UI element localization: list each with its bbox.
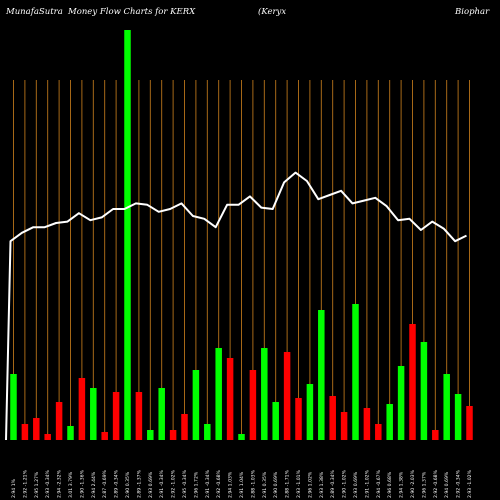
- x-tick-label: 2.90 0.35%: [125, 471, 131, 498]
- price-line: [5, 171, 467, 441]
- money-flow-bar: [295, 398, 302, 440]
- x-tick-label: 3.01 3.79%: [68, 471, 74, 498]
- money-flow-bar: [226, 358, 234, 440]
- x-tick-label: 2.92 -1.21%: [22, 469, 28, 498]
- money-flow-bar: [443, 374, 450, 440]
- x-tick-label: 2.93 0.69%: [353, 471, 359, 498]
- x-tick-label: 2.92 -1.02%: [171, 469, 177, 498]
- money-flow-bar: [192, 370, 200, 440]
- money-flow-bar: [283, 352, 291, 440]
- x-tick-label: 2.94 2.44%: [91, 471, 97, 498]
- x-tick-label: 2.93 -0.34%: [45, 469, 51, 498]
- x-tick-label: 2.92 -0.68%: [216, 469, 222, 498]
- money-flow-bar: [329, 396, 336, 440]
- x-tick-label: 2.94 1.38%: [399, 471, 405, 498]
- money-flow-bar: [363, 408, 371, 440]
- x-tick-label: 2.94 1.03%: [228, 471, 234, 498]
- money-flow-bar: [454, 394, 462, 440]
- x-tick-label: 2.93 -1.02%: [467, 469, 473, 498]
- money-flow-bar: [78, 378, 86, 440]
- money-flow-bar: [306, 384, 314, 440]
- money-flow-bar: [124, 30, 131, 440]
- money-flow-bar: [135, 392, 143, 440]
- x-tick-label: 2.94 1%: [11, 478, 17, 498]
- x-tick-label: 2.89 -0.34%: [330, 469, 336, 498]
- price-line-layer: [5, 171, 467, 441]
- money-flow-bar: [272, 402, 279, 440]
- money-flow-bar: [147, 430, 154, 440]
- money-flow-bar: [215, 348, 222, 440]
- x-tick-label: 2.89 -1.37%: [136, 469, 142, 498]
- x-tick-label: 2.88 -1.03%: [250, 469, 256, 498]
- x-tick-label: 2.88 -1.71%: [285, 469, 291, 498]
- money-flow-bar: [169, 430, 177, 440]
- chart-title-company: (Keryx: [258, 6, 286, 17]
- x-tick-label: 2.90 0.69%: [273, 471, 279, 498]
- money-flow-bar: [204, 424, 211, 440]
- money-flow-bar: [158, 388, 165, 440]
- x-tick-label: 2.90 -2.03%: [410, 469, 416, 498]
- x-tick-label: 2.93 -1.01%: [296, 469, 302, 498]
- x-tick-label: 2.93 0.69%: [148, 471, 154, 498]
- money-flow-bar: [420, 342, 428, 440]
- money-flow-bar: [112, 392, 120, 440]
- money-flow-bar: [181, 414, 188, 440]
- x-tick-label: 2.96 1.37%: [421, 471, 427, 498]
- money-flow-bar: [101, 432, 108, 440]
- x-tick-label: 2.92 -0.68%: [433, 469, 439, 498]
- x-tick-label: 2.96 1.02%: [307, 471, 313, 498]
- x-tick-label: 2.91 -0.34%: [159, 469, 165, 498]
- x-tick-label: 2.91 -1.02%: [364, 469, 370, 498]
- x-tick-label: 2.91 0.35%: [262, 471, 268, 498]
- x-tick-label: 2.91 -0.34%: [205, 469, 211, 498]
- money-flow-bar: [397, 366, 405, 440]
- x-tick-label: 2.93 1.38%: [319, 471, 325, 498]
- money-flow-bar: [432, 430, 439, 440]
- x-tick-label: 2.94 -2.32%: [57, 469, 63, 498]
- money-flow-bar: [67, 426, 74, 440]
- chart-title-company-cont: Biophar: [454, 7, 490, 17]
- money-flow-bar: [261, 348, 268, 440]
- money-flow-bar: [466, 406, 473, 440]
- money-flow-bar: [21, 424, 29, 440]
- money-flow-bar: [375, 424, 382, 440]
- money-flow-bar: [90, 388, 97, 440]
- x-tick-label: 2.96 0.68%: [387, 471, 393, 498]
- money-flow-bar: [409, 324, 416, 440]
- money-flow-bar: [55, 402, 63, 440]
- money-flow-bar: [318, 310, 325, 440]
- chart-title-main: Money Flow Charts for KERX: [67, 7, 196, 17]
- x-tick-label: 2.90 -1.36%: [79, 469, 85, 498]
- x-tick-label: 2.92 -0.34%: [456, 469, 462, 498]
- x-tick-label: 2.94 -0.67%: [376, 469, 382, 498]
- money-flow-bar: [340, 412, 348, 440]
- x-tick-label: 2.95 1.27%: [34, 471, 40, 498]
- x-tick-label: 2.90 -1.02%: [342, 469, 348, 498]
- x-tick-label: 2.95 -0.34%: [182, 469, 188, 498]
- chart-title-source: MunafaSutra: [5, 7, 63, 17]
- x-tick-label: 2.96 1.72%: [193, 471, 199, 498]
- bars: [10, 30, 473, 440]
- x-tick-labels: 2.94 1% 2.92 -1.21% 2.95 1.27% 2.93 -0.34% 2…: [11, 469, 473, 498]
- money-flow-bar: [33, 418, 40, 440]
- money-flow-bar: [249, 370, 257, 440]
- x-tick-label: 2.87 -0.69%: [102, 469, 108, 498]
- money-flow-bar: [386, 404, 393, 440]
- money-flow-bar: [238, 434, 245, 440]
- x-tick-label: 2.91 1.04%: [239, 471, 245, 498]
- x-tick-label: 2.89 -0.34%: [114, 469, 120, 498]
- money-flow-bar: [10, 374, 17, 440]
- x-tick-label: 2.94 0.69%: [444, 471, 450, 498]
- money-flow-bar: [352, 304, 359, 440]
- money-flow-bar: [44, 434, 51, 440]
